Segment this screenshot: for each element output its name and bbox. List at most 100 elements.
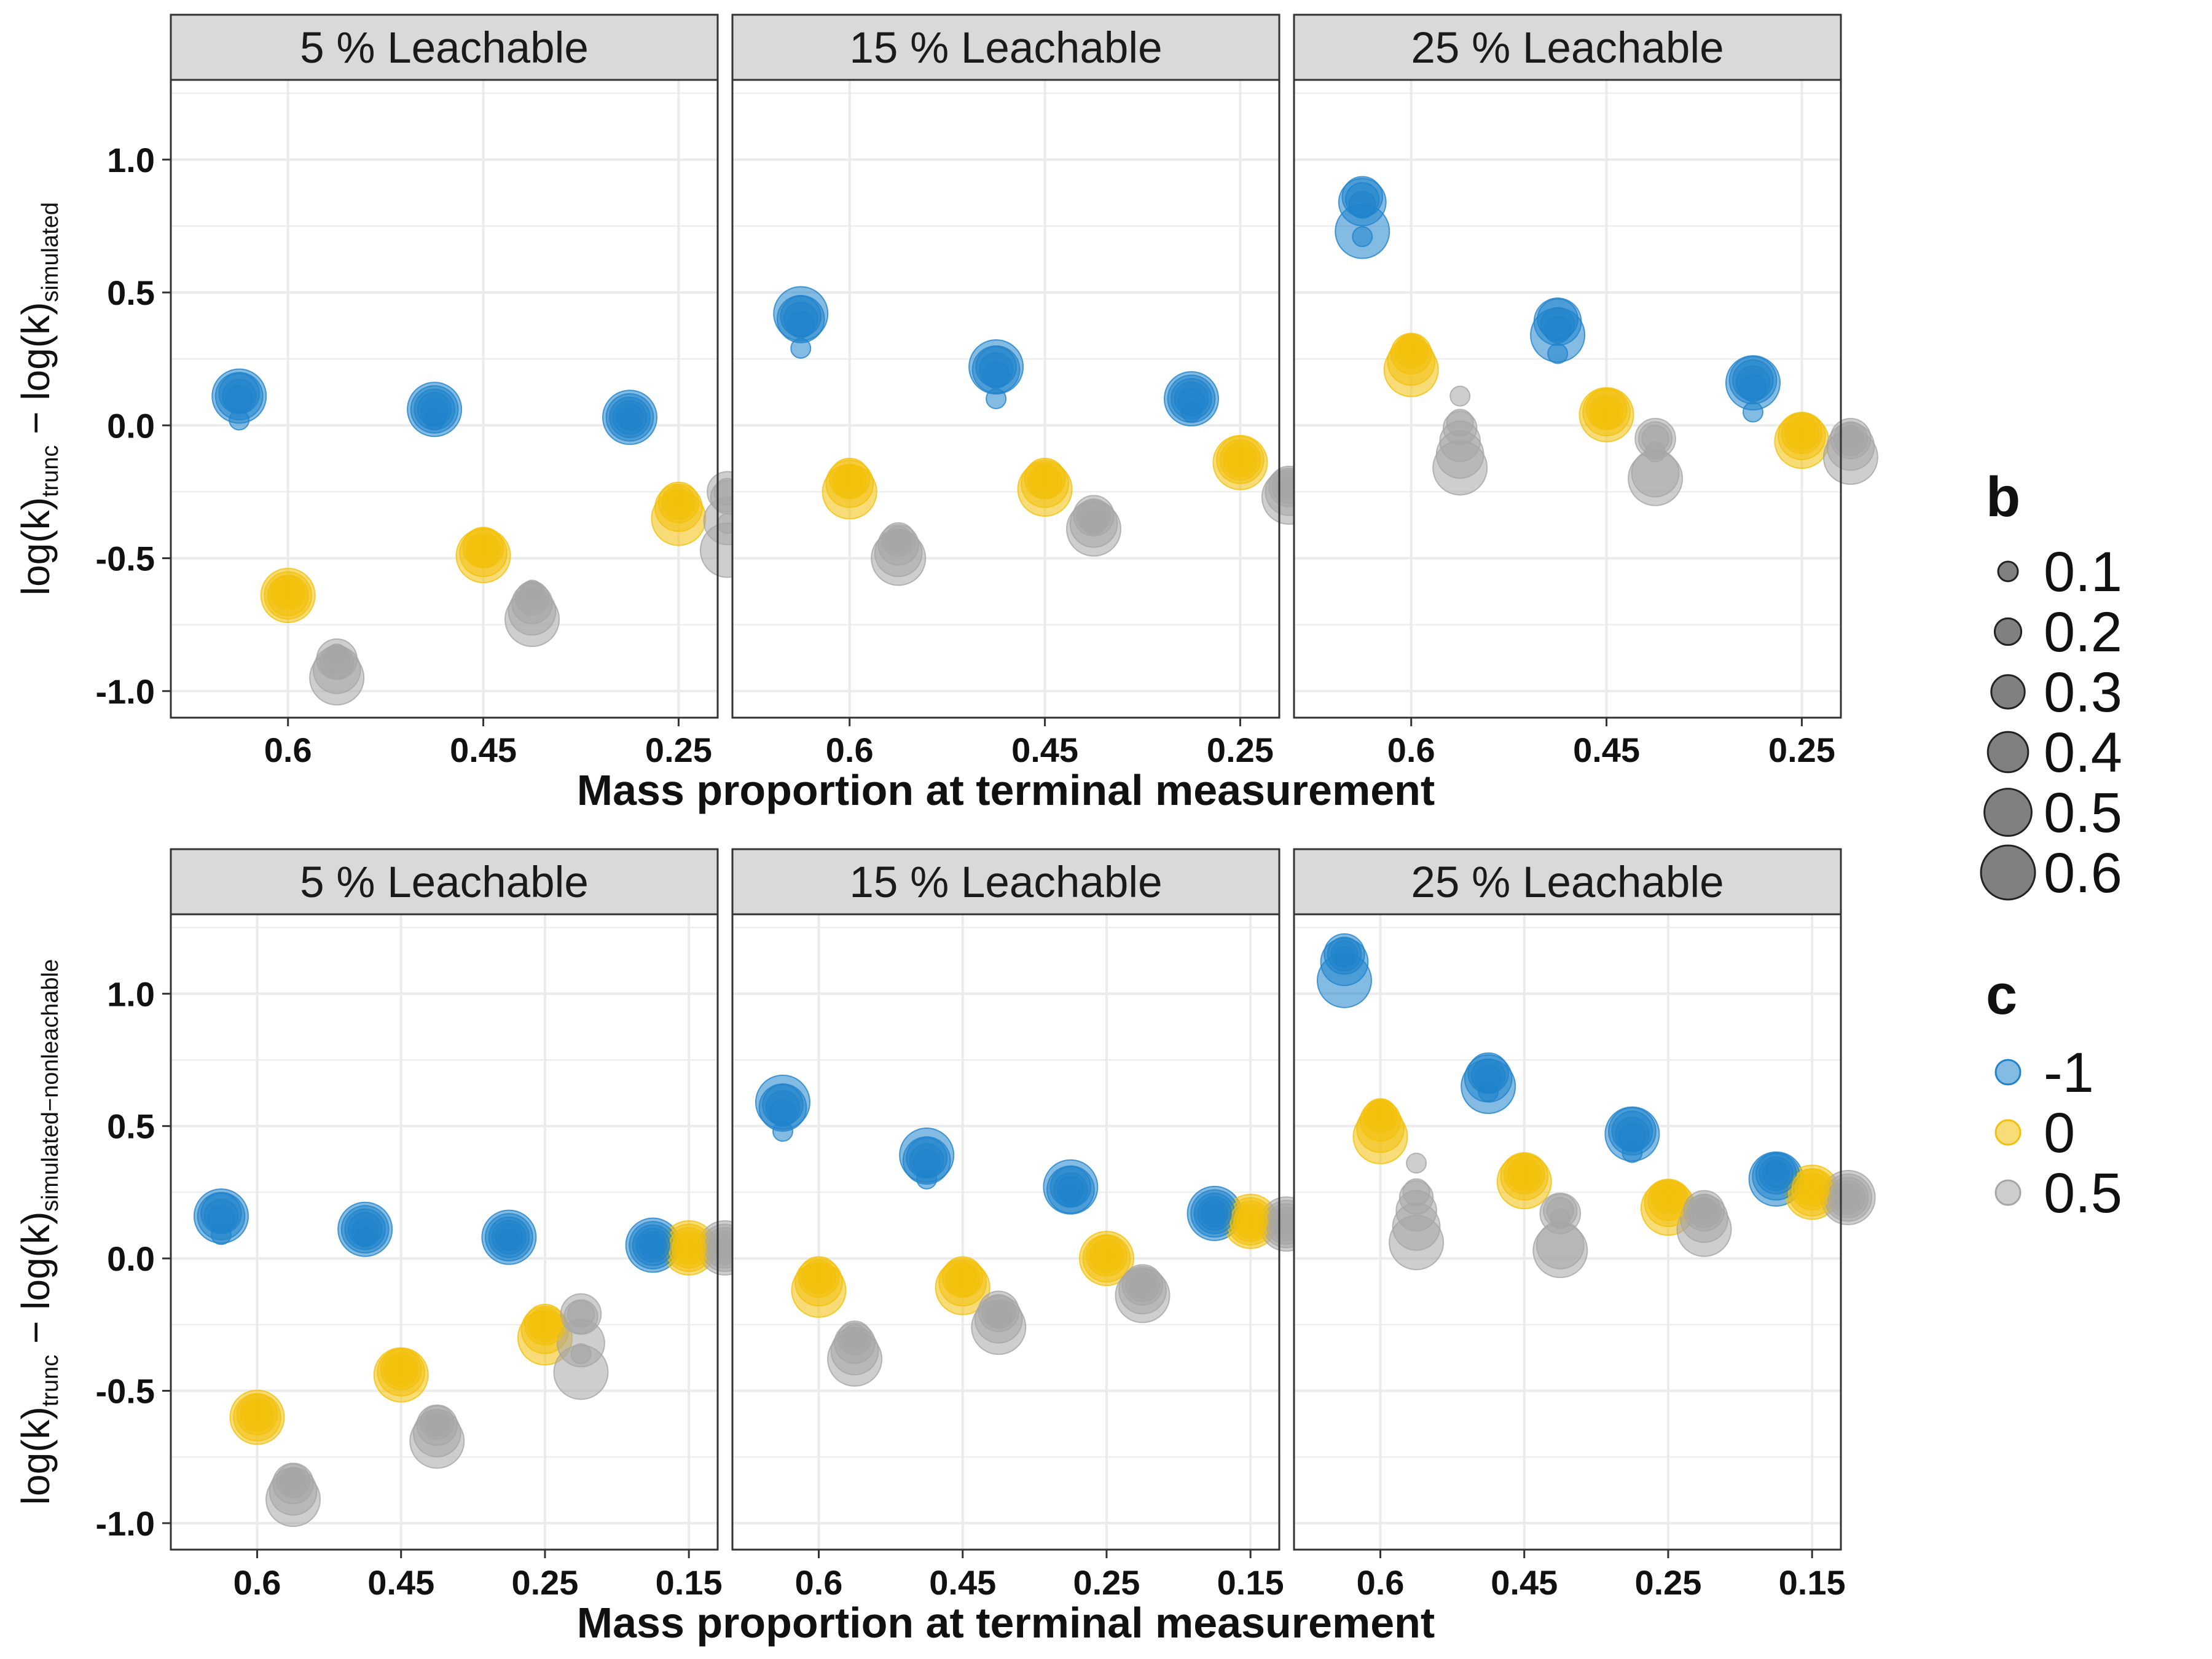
y-tick-label: -1.0 (96, 1504, 155, 1543)
data-point (277, 579, 299, 601)
y-tick-label: -0.5 (96, 1372, 155, 1411)
x-tick-label: 0.6 (795, 1563, 843, 1602)
data-point (986, 388, 1007, 409)
legend-label-b: 0.4 (2044, 721, 2122, 784)
legend-key-size (1993, 617, 2023, 646)
x-tick-label: 0.6 (233, 1563, 281, 1602)
data-point (1543, 315, 1572, 344)
data-point (1400, 335, 1422, 356)
legend-label-c: 0.5 (2044, 1162, 2122, 1225)
data-point (1333, 946, 1355, 967)
data-point (1083, 510, 1105, 531)
data-point (1791, 423, 1813, 444)
facet-strip-label: 15 % Leachable (849, 24, 1162, 73)
x-tick-label: 0.45 (1573, 731, 1640, 769)
data-point (678, 1237, 700, 1258)
x-tick-label: 0.6 (264, 731, 312, 769)
data-point (570, 1343, 592, 1365)
facet-strip (170, 14, 719, 81)
legend-key-color (1994, 1179, 2022, 1206)
data-point (1802, 1179, 1823, 1201)
y-tick-label: 0.5 (107, 1107, 155, 1146)
data-point (246, 1401, 268, 1422)
data-point (1180, 401, 1202, 423)
data-point (534, 1311, 555, 1333)
data-point (1096, 1245, 1117, 1266)
legend-label-b: 0.5 (2044, 782, 2122, 844)
panel-border (731, 913, 1281, 1551)
data-point (1622, 1142, 1643, 1163)
x-tick-label: 0.15 (1779, 1563, 1846, 1602)
legend-label-b: 0.3 (2044, 661, 2122, 724)
legend-title-c: c (1986, 963, 2017, 1026)
data-point (1230, 447, 1251, 468)
data-point (1352, 226, 1373, 248)
data-point (326, 643, 348, 665)
data-point (1446, 409, 1474, 437)
legend-title-b: b (1986, 466, 2020, 528)
y-tick-label: 1.0 (107, 975, 155, 1013)
data-point (1449, 385, 1471, 407)
data-point (567, 1300, 595, 1328)
panel: 15 % Leachable 0.6 0.45 0.25 (731, 14, 1317, 769)
data-point (619, 409, 640, 431)
y-tick-label: 0.0 (107, 1239, 155, 1278)
data-point (790, 337, 812, 359)
facet-strip (731, 848, 1281, 916)
data-point (473, 537, 494, 559)
facet-strip (731, 14, 1281, 81)
y-axis-title-part: − log(k) (14, 1212, 58, 1355)
x-tick-label: 0.45 (1011, 731, 1078, 769)
y-tick-label: -0.5 (96, 539, 155, 578)
x-tick-label: 0.6 (1387, 731, 1435, 769)
x-tick-label: 0.45 (367, 1563, 434, 1602)
x-tick-label: 0.25 (511, 1563, 578, 1602)
legend-label-b: 0.6 (2044, 842, 2122, 904)
legend: b0.10.20.30.40.50.6c-100.5 (1980, 466, 2122, 1225)
data-point (952, 1266, 973, 1288)
data-point (283, 1467, 304, 1489)
x-tick-label: 0.45 (1491, 1563, 1558, 1602)
data-point (844, 1327, 866, 1349)
y-tick-label: 0.5 (107, 273, 155, 312)
data-point (1547, 343, 1569, 364)
data-point (1370, 1099, 1391, 1121)
panel: 25 % Leachable 0.6 0.45 0.25 (1293, 14, 1878, 769)
panel-border (1293, 79, 1842, 719)
panel: 15 % Leachable 0.6 0.45 0.25 0.15 (731, 848, 1314, 1602)
x-tick-label: 0.25 (1073, 1563, 1140, 1602)
panel-border (170, 79, 719, 719)
data-point (1513, 1163, 1535, 1185)
data-point (522, 579, 543, 601)
plot-background (732, 914, 1279, 1550)
data-point (1765, 1160, 1787, 1182)
data-point (1742, 401, 1763, 423)
panel-border (731, 79, 1281, 719)
y-axis-title-part: simulated−nonleachable (37, 959, 63, 1212)
data-point (916, 1168, 938, 1190)
y-tick-label: 0.0 (107, 406, 155, 445)
data-point (1240, 1210, 1261, 1232)
x-tick-label: 0.25 (645, 731, 712, 769)
chart-1: 5 % Leachable 0.6 0.45 0.25 -1.0 -0.5 0.0 0.5 1.… (14, 14, 1878, 814)
data-point (1645, 441, 1666, 463)
data-point (808, 1263, 830, 1285)
y-axis-title: log(k)trunc − log(k)simulated−nonleachab… (14, 959, 63, 1505)
data-point (888, 529, 909, 551)
x-tick-label: 0.15 (656, 1563, 723, 1602)
data-point (668, 489, 689, 511)
x-tick-label: 0.6 (826, 731, 874, 769)
x-tick-label: 0.6 (1357, 1563, 1405, 1602)
data-point (229, 409, 250, 431)
facet-strip (170, 848, 719, 916)
data-point (355, 1226, 376, 1248)
legend-key-size (1997, 560, 2019, 582)
y-tick-label: 1.0 (107, 141, 155, 179)
legend-key-color (1994, 1059, 2022, 1086)
data-point (1348, 190, 1376, 219)
y-tick-label: -1.0 (96, 672, 155, 711)
data-point (1204, 1202, 1225, 1224)
legend-key-size (1983, 788, 2033, 837)
data-point (786, 310, 815, 339)
